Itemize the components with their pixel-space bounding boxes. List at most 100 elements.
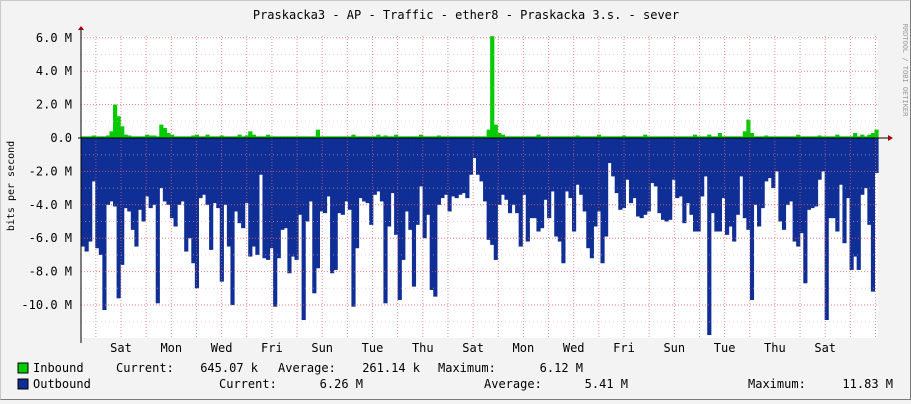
- inbound-bar: [735, 136, 740, 138]
- outbound-bar: [134, 138, 139, 247]
- outbound-swatch: [17, 378, 29, 390]
- outbound-bar: [95, 138, 100, 249]
- inbound-bar: [639, 136, 644, 138]
- x-tick-label: Wed: [563, 341, 585, 355]
- outbound-bar: [404, 138, 409, 212]
- grid-lines: [81, 36, 878, 338]
- outbound-bar: [557, 138, 562, 242]
- outbound-bar: [426, 138, 431, 215]
- outbound-bar: [234, 138, 239, 212]
- inbound-bar: [703, 136, 708, 138]
- inbound-bar: [159, 124, 164, 138]
- outbound-bar: [173, 138, 178, 227]
- inbound-bar: [223, 136, 228, 138]
- outbound-bar: [148, 138, 153, 209]
- inbound-bar: [870, 132, 876, 138]
- outbound-bar: [792, 138, 797, 242]
- outbound-bar: [845, 138, 851, 199]
- y-axis-label: bits per second: [6, 141, 17, 231]
- inbound-bar: [692, 134, 698, 138]
- inbound-bar: [817, 135, 822, 138]
- inbound-bar: [657, 136, 662, 138]
- outbound-bar: [579, 138, 584, 195]
- inbound-bar: [799, 136, 804, 138]
- outbound-bar: [219, 138, 224, 282]
- outbound-bar: [120, 138, 125, 265]
- inbound-bar: [860, 134, 865, 138]
- inbound-bar: [575, 135, 580, 138]
- inbound-bar: [650, 136, 655, 138]
- outbound-bar: [408, 138, 413, 230]
- outbound-bar: [539, 138, 545, 229]
- inbound-bar: [451, 136, 456, 138]
- inbound-bar: [557, 136, 562, 138]
- outbound-legend-name: Outbound: [33, 377, 91, 391]
- outbound-area: [81, 138, 879, 336]
- outbound-bar: [568, 138, 573, 199]
- outbound-bar: [518, 138, 523, 247]
- outbound-bar: [493, 138, 498, 260]
- outbound-bar: [351, 138, 356, 307]
- outbound-bar: [127, 138, 132, 212]
- inbound-area: [81, 36, 879, 138]
- inbound-bar: [290, 136, 296, 138]
- outbound-bar: [625, 138, 630, 180]
- outbound-bar: [525, 138, 530, 242]
- inbound-bar: [532, 136, 538, 138]
- y-tick-label: 6.0 M: [36, 31, 72, 45]
- inbound-bar: [717, 132, 723, 138]
- inbound-bar: [155, 136, 160, 138]
- outbound-bar: [152, 138, 157, 205]
- inbound-bar: [778, 136, 783, 138]
- outbound-bar: [312, 138, 317, 294]
- inbound-bar: [294, 136, 299, 138]
- outbound-bar: [486, 138, 491, 240]
- outbound-bar: [290, 138, 296, 257]
- outbound-bar: [799, 138, 804, 234]
- outbound-average-label: Average:: [484, 377, 542, 391]
- inbound-bar: [806, 136, 811, 138]
- outbound-bar: [116, 138, 121, 299]
- outbound-bar: [515, 138, 520, 214]
- inbound-bar: [258, 136, 264, 138]
- inbound-bar: [511, 136, 516, 138]
- inbound-bar: [828, 136, 833, 138]
- outbound-bar: [714, 138, 719, 232]
- inbound-bar: [315, 129, 320, 138]
- inbound-bar: [340, 136, 345, 138]
- outbound-bar: [123, 138, 128, 209]
- inbound-bar: [774, 136, 779, 138]
- outbound-bar: [778, 138, 783, 222]
- inbound-bar: [312, 136, 317, 138]
- inbound-bar: [88, 136, 93, 138]
- outbound-bar: [109, 138, 114, 202]
- outbound-bar: [201, 138, 207, 195]
- inbound-bar: [130, 136, 135, 138]
- inbound-bar: [354, 136, 360, 138]
- outbound-bar: [749, 138, 755, 300]
- outbound-bar: [700, 138, 705, 197]
- inbound-bar: [604, 136, 609, 138]
- outbound-bar: [209, 138, 214, 250]
- x-axis-ticks: Sat Mon Wed Fri Sun Tue Thu Sat Mon Wed Fri Sun Tue T…: [110, 341, 836, 355]
- inbound-bar: [628, 136, 634, 138]
- inbound-bar: [426, 136, 431, 138]
- inbound-bar: [465, 136, 470, 138]
- inbound-bar: [209, 136, 214, 138]
- outbound-bar: [771, 138, 776, 189]
- inbound-bar: [212, 136, 217, 138]
- inbound-bar: [643, 134, 648, 138]
- outbound-bar: [618, 138, 623, 210]
- outbound-bar: [429, 138, 434, 290]
- inbound-bar: [543, 136, 548, 138]
- outbound-bar: [262, 138, 267, 259]
- inbound-bar: [436, 135, 441, 138]
- inbound-bar: [81, 136, 86, 138]
- outbound-bar: [636, 138, 641, 217]
- inbound-bar: [162, 127, 167, 138]
- inbound-bar: [767, 136, 772, 138]
- inbound-bar: [461, 136, 466, 138]
- y-tick-label: -8.0 M: [29, 265, 72, 279]
- inbound-bar: [853, 132, 858, 138]
